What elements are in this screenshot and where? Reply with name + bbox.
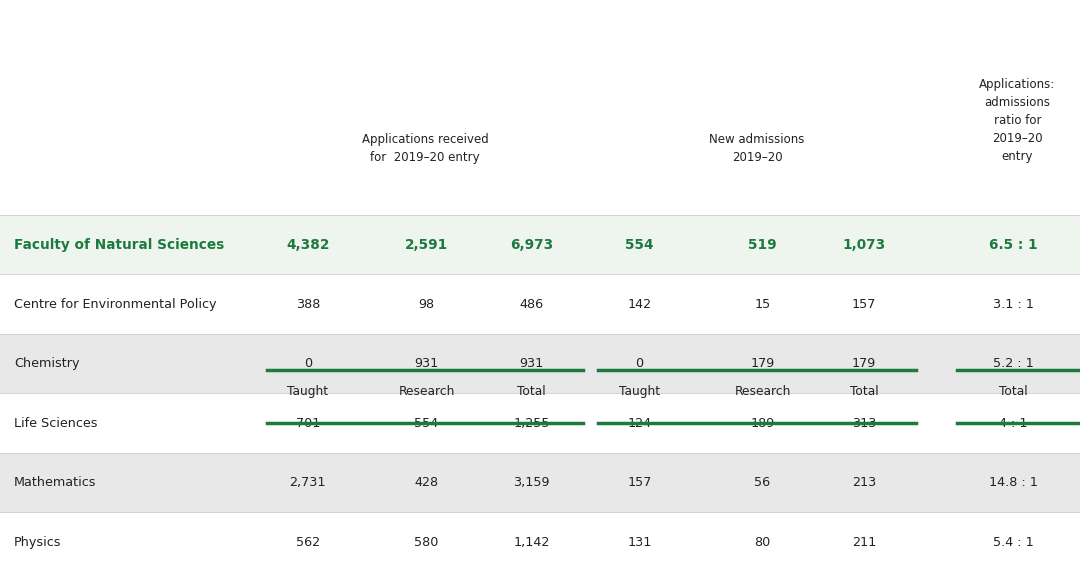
Text: 211: 211 bbox=[852, 536, 876, 549]
Text: 931: 931 bbox=[519, 357, 543, 370]
Text: 1,073: 1,073 bbox=[842, 237, 886, 252]
Bar bbox=[0, 513, 1080, 572]
Text: 580: 580 bbox=[415, 536, 438, 549]
Text: 562: 562 bbox=[296, 536, 320, 549]
Text: 142: 142 bbox=[627, 297, 651, 311]
Text: 1,255: 1,255 bbox=[513, 416, 550, 430]
Text: Applications and admissions – postgraduate*: Applications and admissions – postgradua… bbox=[13, 24, 543, 43]
Text: 98: 98 bbox=[419, 297, 434, 311]
Text: 124: 124 bbox=[627, 416, 651, 430]
Text: 179: 179 bbox=[751, 357, 774, 370]
Text: 519: 519 bbox=[748, 237, 777, 252]
Text: 4,382: 4,382 bbox=[286, 237, 329, 252]
Text: Chemistry: Chemistry bbox=[14, 357, 80, 370]
Text: 56: 56 bbox=[755, 476, 770, 489]
Text: 213: 213 bbox=[852, 476, 876, 489]
Bar bbox=[0, 215, 1080, 275]
Text: Total: Total bbox=[999, 386, 1027, 398]
Text: 80: 80 bbox=[754, 536, 771, 549]
Text: 1,142: 1,142 bbox=[513, 536, 550, 549]
Bar bbox=[0, 275, 1080, 334]
Text: 131: 131 bbox=[627, 536, 651, 549]
Text: 6,973: 6,973 bbox=[510, 237, 553, 252]
Text: 157: 157 bbox=[627, 476, 651, 489]
Text: 179: 179 bbox=[852, 357, 876, 370]
Bar bbox=[0, 453, 1080, 513]
Text: 554: 554 bbox=[415, 416, 438, 430]
Text: Total: Total bbox=[517, 386, 545, 398]
Text: Research: Research bbox=[399, 386, 455, 398]
Text: 3,159: 3,159 bbox=[513, 476, 550, 489]
Text: 313: 313 bbox=[852, 416, 876, 430]
Text: 14.8 : 1: 14.8 : 1 bbox=[988, 476, 1038, 489]
Text: 2,591: 2,591 bbox=[405, 237, 448, 252]
Text: 701: 701 bbox=[296, 416, 320, 430]
Text: Total: Total bbox=[850, 386, 878, 398]
Text: 189: 189 bbox=[751, 416, 774, 430]
Text: 0: 0 bbox=[303, 357, 312, 370]
Text: 15: 15 bbox=[754, 297, 771, 311]
Bar bbox=[0, 334, 1080, 394]
Text: 554: 554 bbox=[625, 237, 653, 252]
Text: 6.5 : 1: 6.5 : 1 bbox=[988, 237, 1038, 252]
Text: Physics: Physics bbox=[14, 536, 62, 549]
Text: 486: 486 bbox=[519, 297, 543, 311]
Text: 428: 428 bbox=[415, 476, 438, 489]
Text: Applications received
for  2019–20 entry: Applications received for 2019–20 entry bbox=[362, 133, 488, 164]
Text: Applications:
admissions
ratio for
2019–20
entry: Applications: admissions ratio for 2019–… bbox=[980, 78, 1055, 162]
Text: 5.4 : 1: 5.4 : 1 bbox=[993, 536, 1034, 549]
Text: 0: 0 bbox=[635, 357, 644, 370]
Text: Faculty of Natural Sciences: Faculty of Natural Sciences bbox=[14, 237, 225, 252]
Text: Centre for Environmental Policy: Centre for Environmental Policy bbox=[14, 297, 216, 311]
Text: 2,731: 2,731 bbox=[289, 476, 326, 489]
Bar bbox=[0, 394, 1080, 453]
Text: 3.1 : 1: 3.1 : 1 bbox=[993, 297, 1034, 311]
Text: 4 : 1: 4 : 1 bbox=[999, 416, 1027, 430]
Text: 5.2 : 1: 5.2 : 1 bbox=[993, 357, 1034, 370]
Text: Life Sciences: Life Sciences bbox=[14, 416, 97, 430]
Text: 388: 388 bbox=[296, 297, 320, 311]
Text: 157: 157 bbox=[852, 297, 876, 311]
Text: 931: 931 bbox=[415, 357, 438, 370]
Text: Taught: Taught bbox=[619, 386, 660, 398]
Text: Research: Research bbox=[734, 386, 791, 398]
Text: Mathematics: Mathematics bbox=[14, 476, 96, 489]
Text: New admissions
2019–20: New admissions 2019–20 bbox=[710, 133, 805, 164]
Text: Taught: Taught bbox=[287, 386, 328, 398]
